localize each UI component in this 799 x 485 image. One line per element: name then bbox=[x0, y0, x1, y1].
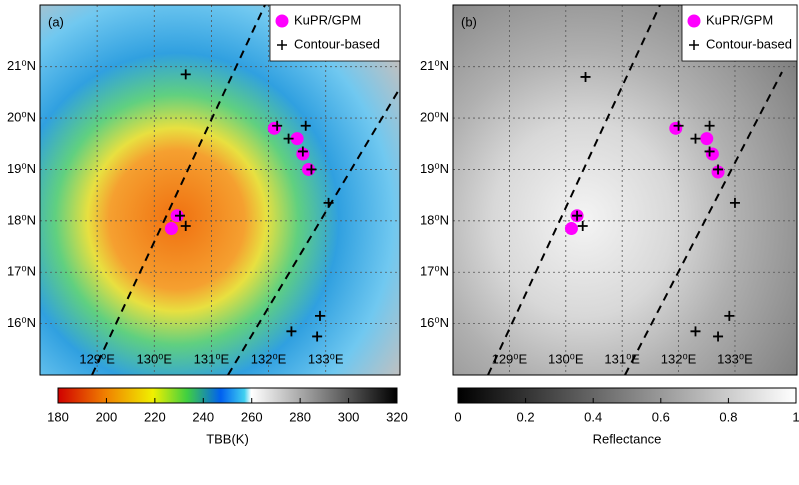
colorbar-tick-label: 320 bbox=[386, 409, 408, 424]
y-tick-label: 17⁰N bbox=[7, 264, 36, 279]
axes-frame bbox=[39, 4, 401, 376]
y-tick-label: 19⁰N bbox=[420, 161, 449, 176]
contour-point bbox=[175, 210, 185, 221]
swath-edge bbox=[487, 5, 661, 375]
colorbar-tick-label: 280 bbox=[289, 409, 311, 424]
colorbar-tick-label: 0.8 bbox=[719, 409, 737, 424]
x-tick-label: 130⁰E bbox=[136, 351, 172, 366]
contour-point bbox=[297, 146, 308, 157]
x-tick-label: 133⁰E bbox=[717, 351, 753, 366]
colorbar-tick-label: 1 bbox=[792, 409, 799, 424]
contour-point bbox=[323, 197, 334, 208]
colorbar-tick-label: 260 bbox=[241, 409, 263, 424]
panel-label: (a) bbox=[48, 14, 64, 29]
legend-marker bbox=[277, 40, 287, 50]
legend-marker bbox=[275, 14, 289, 28]
kupr-point bbox=[290, 132, 304, 146]
y-tick-label: 16⁰N bbox=[7, 315, 36, 330]
kupr-point bbox=[267, 121, 281, 135]
contour-point bbox=[312, 331, 323, 342]
colorbar-tick-label: 200 bbox=[96, 409, 118, 424]
contour-point bbox=[272, 120, 283, 131]
contour-point bbox=[690, 133, 701, 144]
colorbar-tick-label: 220 bbox=[144, 409, 166, 424]
legend-label: KuPR/GPM bbox=[706, 12, 773, 27]
contour-point bbox=[704, 120, 715, 131]
panel bbox=[40, 5, 400, 375]
x-tick-label: 130⁰E bbox=[548, 351, 584, 366]
contour-point bbox=[729, 197, 740, 208]
axes-frame bbox=[452, 4, 798, 376]
colorbar-title: Reflectance bbox=[593, 431, 662, 446]
legend-box bbox=[681, 4, 798, 62]
x-tick-label: 132⁰E bbox=[251, 351, 287, 366]
y-tick-label: 19⁰N bbox=[7, 161, 36, 176]
colorbar-tick-label: 240 bbox=[192, 409, 214, 424]
y-tick-label: 16⁰N bbox=[420, 315, 449, 330]
contour-point bbox=[577, 220, 588, 231]
x-tick-label: 131⁰E bbox=[604, 351, 640, 366]
kupr-point bbox=[669, 121, 683, 135]
legend-label: Contour-based bbox=[294, 36, 380, 51]
swath-edge bbox=[624, 71, 783, 375]
x-tick-label: 129⁰E bbox=[79, 351, 115, 366]
legend-label: Contour-based bbox=[706, 36, 792, 51]
x-tick-label: 131⁰E bbox=[194, 351, 230, 366]
legend-marker bbox=[687, 14, 701, 28]
legend-label: KuPR/GPM bbox=[294, 12, 361, 27]
contour-point bbox=[180, 69, 191, 80]
y-tick-label: 21⁰N bbox=[7, 58, 36, 73]
y-tick-label: 21⁰N bbox=[420, 58, 449, 73]
panel bbox=[453, 5, 797, 375]
contour-point bbox=[704, 146, 715, 157]
contour-point bbox=[690, 326, 701, 337]
panel-label: (b) bbox=[461, 14, 477, 29]
y-tick-label: 20⁰N bbox=[7, 109, 36, 124]
colorbar bbox=[457, 387, 797, 404]
y-tick-label: 20⁰N bbox=[420, 109, 449, 124]
contour-point bbox=[180, 220, 191, 231]
contour-point bbox=[724, 310, 735, 321]
contour-point bbox=[286, 326, 297, 337]
kupr-point bbox=[705, 147, 719, 161]
y-tick-label: 18⁰N bbox=[420, 212, 449, 227]
kupr-point bbox=[700, 132, 714, 146]
contour-point bbox=[713, 164, 724, 175]
y-tick-label: 17⁰N bbox=[420, 264, 449, 279]
contour-point bbox=[572, 210, 583, 221]
colorbar-tick-label: 0 bbox=[454, 409, 461, 424]
x-tick-label: 133⁰E bbox=[308, 351, 344, 366]
contour-point bbox=[713, 331, 724, 342]
colorbar bbox=[57, 387, 398, 404]
colorbar-tick-label: 300 bbox=[338, 409, 360, 424]
legend-box bbox=[269, 4, 401, 62]
y-tick-label: 18⁰N bbox=[7, 212, 36, 227]
legend-marker bbox=[689, 40, 699, 50]
kupr-point bbox=[564, 222, 578, 236]
colorbar-tick-label: 0.4 bbox=[584, 409, 602, 424]
contour-point bbox=[580, 71, 591, 82]
kupr-point bbox=[164, 222, 178, 236]
colorbar-title: TBB(K) bbox=[206, 431, 249, 446]
colorbar-tick-label: 0.2 bbox=[517, 409, 535, 424]
contour-point bbox=[283, 133, 294, 144]
contour-point bbox=[306, 164, 317, 175]
colorbar-tick-label: 0.6 bbox=[652, 409, 670, 424]
swath-edge bbox=[91, 5, 266, 375]
contour-point bbox=[300, 120, 311, 131]
x-tick-label: 132⁰E bbox=[661, 351, 697, 366]
colorbar-tick-label: 180 bbox=[47, 409, 69, 424]
contour-point bbox=[315, 310, 325, 321]
x-tick-label: 129⁰E bbox=[492, 351, 528, 366]
contour-point bbox=[673, 120, 684, 131]
